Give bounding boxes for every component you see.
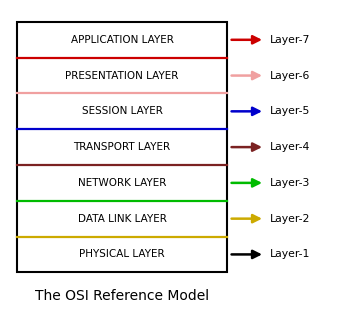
Bar (17, 22, 227, 272)
Text: TRANSPORT LAYER: TRANSPORT LAYER (74, 142, 171, 152)
Text: Layer-2: Layer-2 (270, 214, 310, 224)
Text: Layer-5: Layer-5 (270, 106, 310, 116)
Text: NETWORK LAYER: NETWORK LAYER (78, 178, 166, 188)
Text: The OSI Reference Model: The OSI Reference Model (35, 289, 209, 303)
Text: PRESENTATION LAYER: PRESENTATION LAYER (65, 70, 179, 80)
Text: Layer-1: Layer-1 (270, 249, 310, 259)
Text: Layer-3: Layer-3 (270, 178, 310, 188)
Text: Layer-4: Layer-4 (270, 142, 310, 152)
Text: Layer-6: Layer-6 (270, 70, 310, 80)
Text: DATA LINK LAYER: DATA LINK LAYER (78, 214, 166, 224)
Text: APPLICATION LAYER: APPLICATION LAYER (71, 35, 174, 45)
Text: Layer-7: Layer-7 (270, 35, 310, 45)
Text: SESSION LAYER: SESSION LAYER (82, 106, 163, 116)
Text: PHYSICAL LAYER: PHYSICAL LAYER (79, 249, 165, 259)
